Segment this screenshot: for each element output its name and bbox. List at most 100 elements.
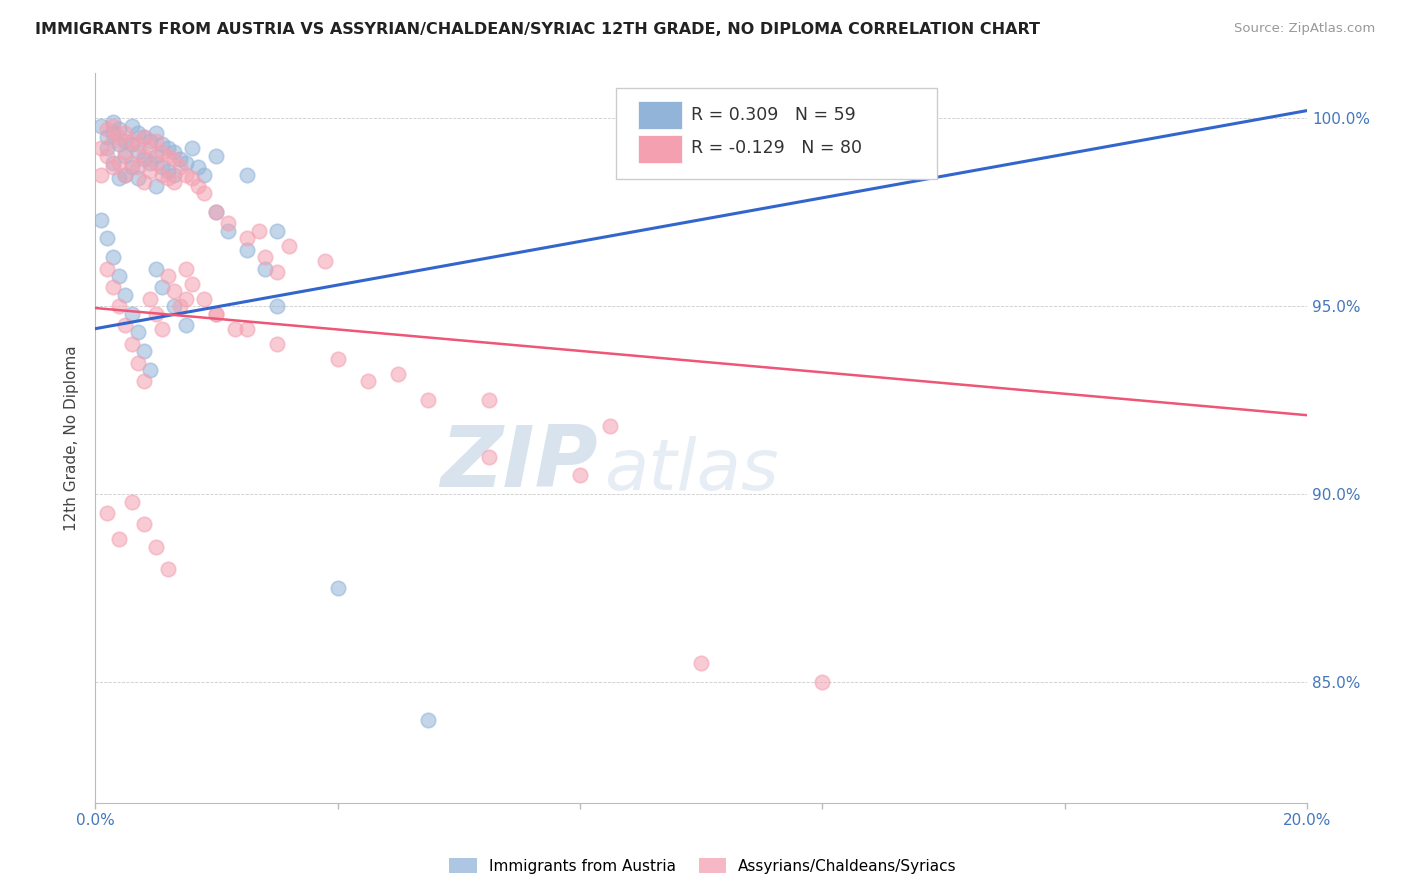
Point xyxy=(103,115,125,129)
Legend: Immigrants from Austria, Assyrians/Chaldeans/Syriacs: Immigrants from Austria, Assyrians/Chald… xyxy=(443,852,963,880)
Point xyxy=(218,224,240,238)
Point xyxy=(181,277,204,291)
Point xyxy=(418,713,440,727)
Point xyxy=(181,171,204,186)
Point xyxy=(138,163,160,178)
Point xyxy=(235,168,257,182)
Point xyxy=(247,224,270,238)
Point xyxy=(121,137,143,152)
Point xyxy=(174,292,197,306)
Point xyxy=(150,145,173,159)
Point xyxy=(108,156,131,170)
Point xyxy=(205,307,228,321)
Point xyxy=(145,134,167,148)
Point xyxy=(103,134,125,148)
Point xyxy=(357,375,380,389)
Point xyxy=(90,141,112,155)
Point xyxy=(187,160,209,174)
Point xyxy=(90,212,112,227)
Point xyxy=(96,261,118,276)
Point xyxy=(174,156,197,170)
Point xyxy=(266,224,288,238)
Point xyxy=(114,168,136,182)
Point xyxy=(690,657,713,671)
Point xyxy=(132,153,155,167)
Point xyxy=(205,307,228,321)
Point xyxy=(145,156,167,170)
Point xyxy=(218,216,240,230)
Point xyxy=(150,137,173,152)
Point xyxy=(103,126,125,140)
Point xyxy=(108,137,131,152)
Point xyxy=(145,178,167,193)
Point xyxy=(599,419,621,434)
Point xyxy=(163,168,186,182)
Point xyxy=(96,149,118,163)
Point xyxy=(205,205,228,219)
Point xyxy=(156,562,179,576)
Point xyxy=(174,168,197,182)
Text: Source: ZipAtlas.com: Source: ZipAtlas.com xyxy=(1234,22,1375,36)
Point xyxy=(418,393,440,408)
Point xyxy=(138,292,160,306)
Point xyxy=(150,160,173,174)
Point xyxy=(235,321,257,335)
Point xyxy=(387,367,409,381)
Point xyxy=(127,137,149,152)
Point xyxy=(811,675,834,690)
Point xyxy=(174,261,197,276)
Point xyxy=(121,494,143,508)
Point xyxy=(108,129,131,144)
Text: ZIP: ZIP xyxy=(440,422,598,505)
Point xyxy=(145,540,167,554)
Point xyxy=(174,318,197,332)
Point xyxy=(138,363,160,377)
Point xyxy=(235,243,257,257)
Point xyxy=(114,126,136,140)
Point xyxy=(193,292,215,306)
Point xyxy=(108,299,131,313)
Point xyxy=(205,149,228,163)
Point xyxy=(96,141,118,155)
Point xyxy=(108,533,131,547)
Point xyxy=(278,239,301,253)
Point xyxy=(108,171,131,186)
Point xyxy=(150,280,173,294)
Point xyxy=(187,178,209,193)
Text: IMMIGRANTS FROM AUSTRIA VS ASSYRIAN/CHALDEAN/SYRIAC 12TH GRADE, NO DIPLOMA CORRE: IMMIGRANTS FROM AUSTRIA VS ASSYRIAN/CHAL… xyxy=(35,22,1040,37)
Point xyxy=(150,168,173,182)
Text: R = 0.309   N = 59: R = 0.309 N = 59 xyxy=(692,105,856,124)
Point xyxy=(127,145,149,159)
Point xyxy=(96,129,118,144)
Point xyxy=(156,268,179,283)
Point xyxy=(156,171,179,186)
Point xyxy=(132,129,155,144)
Point xyxy=(132,375,155,389)
Point xyxy=(326,581,349,595)
Point xyxy=(121,156,143,170)
Point xyxy=(266,299,288,313)
Point xyxy=(121,307,143,321)
Point xyxy=(156,149,179,163)
Point xyxy=(163,284,186,298)
Point xyxy=(132,175,155,189)
Point xyxy=(103,156,125,170)
Point xyxy=(103,250,125,264)
Point xyxy=(478,450,501,464)
Point xyxy=(108,268,131,283)
Point xyxy=(114,145,136,159)
Text: R = -0.129   N = 80: R = -0.129 N = 80 xyxy=(692,139,862,157)
Point xyxy=(156,141,179,155)
Point xyxy=(96,231,118,245)
Point xyxy=(127,160,149,174)
FancyBboxPatch shape xyxy=(616,87,938,178)
Point xyxy=(132,517,155,532)
Point xyxy=(114,288,136,302)
Point xyxy=(138,156,160,170)
Point xyxy=(96,122,118,136)
Point xyxy=(114,168,136,182)
Point xyxy=(121,134,143,148)
Point xyxy=(145,261,167,276)
Point xyxy=(266,336,288,351)
Point xyxy=(314,254,336,268)
